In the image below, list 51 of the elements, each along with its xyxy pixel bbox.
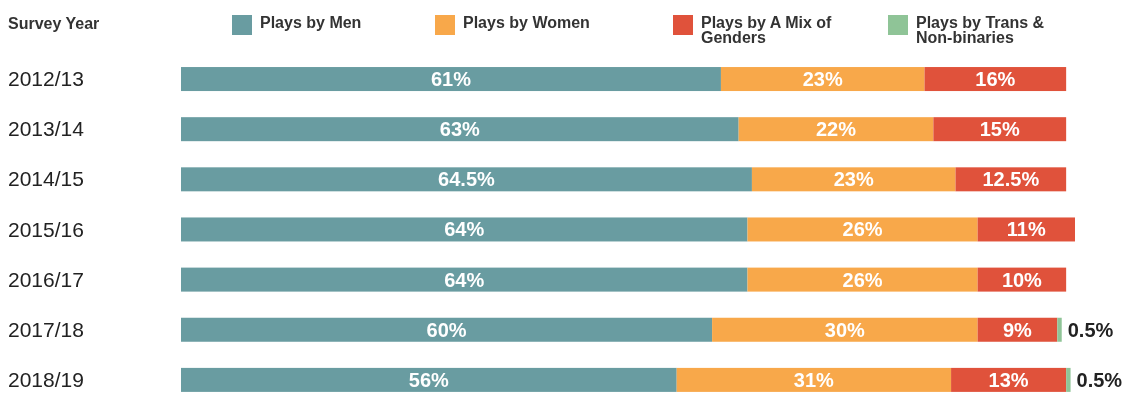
bar <box>181 117 739 142</box>
bar <box>1057 317 1062 342</box>
data-label: 30% <box>824 318 866 341</box>
data-label: 60% <box>426 318 467 341</box>
bar <box>181 67 721 92</box>
data-label: 0.5% <box>1067 318 1114 341</box>
data-label: 23% <box>833 168 874 191</box>
bar <box>676 367 952 392</box>
data-label: 0.5% <box>1076 368 1123 391</box>
data-label: 9% <box>1003 318 1033 341</box>
data-label: 15% <box>979 118 1020 141</box>
data-label: 11% <box>1006 218 1046 241</box>
data-label: 31% <box>793 368 835 391</box>
y-tick-label: 2012/13 <box>8 67 84 91</box>
y-tick-label: 2015/16 <box>8 217 84 241</box>
data-label: 23% <box>802 68 843 91</box>
data-label: 26% <box>842 218 883 241</box>
data-label: 12.5% <box>982 168 1040 191</box>
data-label: 10% <box>1001 268 1043 291</box>
data-label: 22% <box>815 118 857 141</box>
bar <box>181 217 748 242</box>
bar <box>181 267 748 292</box>
data-label: 63% <box>439 118 481 141</box>
data-label: 61% <box>430 68 472 91</box>
y-tick-label: 2013/14 <box>8 117 85 141</box>
bar <box>747 217 978 242</box>
bar <box>720 67 925 92</box>
y-axis-title: Survey Year <box>8 15 101 34</box>
y-tick-label: 2018/19 <box>8 367 84 391</box>
legend-label: Plays by Women <box>463 14 591 31</box>
legend-label: Plays by Men <box>260 14 363 31</box>
bar <box>747 267 978 292</box>
data-label: 16% <box>975 68 1016 91</box>
bar <box>181 367 677 392</box>
bar <box>181 317 713 342</box>
y-tick-label: 2014/15 <box>8 167 84 191</box>
data-label: 64% <box>444 218 485 241</box>
data-label: 13% <box>988 368 1029 391</box>
legend-label: Plays by Trans & Non-binaries <box>916 14 1046 46</box>
data-label: 64.5% <box>438 168 496 191</box>
bar <box>1066 367 1071 392</box>
data-label: 56% <box>408 368 450 391</box>
bar <box>712 317 978 342</box>
data-label: 64% <box>444 268 485 291</box>
data-label: 26% <box>842 268 883 291</box>
legend-label: Plays by A Mix of Genders <box>701 14 833 46</box>
bar <box>738 117 934 142</box>
y-tick-label: 2017/18 <box>8 317 84 341</box>
bar <box>751 167 956 192</box>
y-tick-label: 2016/17 <box>8 267 84 291</box>
bar <box>181 167 752 192</box>
